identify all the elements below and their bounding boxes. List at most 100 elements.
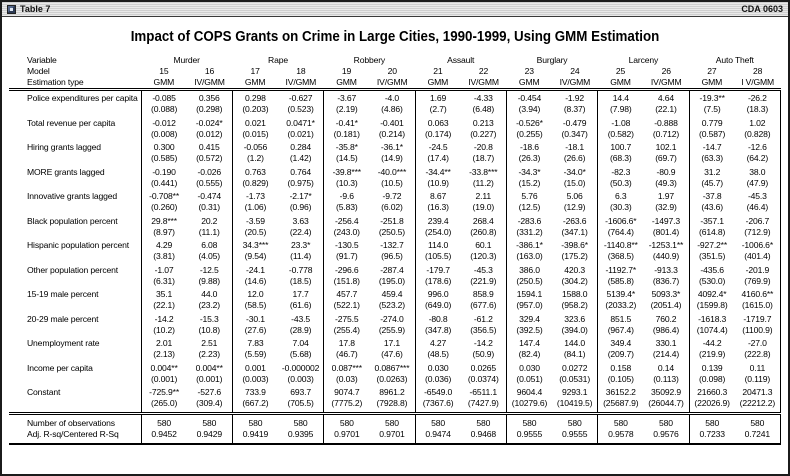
coefficient-cell: -263.6 — [562, 215, 587, 226]
coefficient-cell: -201.9 — [734, 264, 781, 276]
standard-error-cell: (0.829) — [231, 177, 279, 191]
coefficient-cell: 20.2 — [201, 215, 218, 226]
model-number: 23 — [524, 66, 534, 76]
coefficient-cell: 0.004** — [140, 362, 187, 374]
standard-error-cell: (91.7) — [323, 251, 370, 265]
coefficient-cell: -0.026 — [197, 166, 222, 177]
coefficient-cell: 9604.4 — [505, 387, 553, 398]
footer-row: Number of observations 580 580 580 580 580 580… — [9, 411, 781, 429]
coefficient-cell: -43.5 — [291, 313, 311, 324]
row-label: Other population percent — [27, 264, 118, 275]
coefficient-cell: -20.8 — [473, 142, 493, 152]
coefficient-cell: 2.51 — [201, 338, 218, 348]
coefficient-cell: 1.97 — [657, 191, 675, 201]
standard-error-cell: (0.003) — [287, 373, 314, 384]
standard-error-cell: (0.036) — [414, 373, 461, 387]
coefficient-cell: -24.5 — [414, 142, 461, 153]
standard-error-cell: (0.001) — [140, 373, 187, 387]
standard-error-cell: (8.97) — [140, 226, 187, 240]
standard-error-cell: (2.7) — [414, 104, 461, 118]
standard-error-cell: (254.0) — [414, 226, 461, 240]
coefficient-cell: -3.59 — [231, 215, 279, 227]
coefficient-cell: 0.779 — [688, 117, 735, 129]
standard-error-cell: (8.37) — [563, 104, 586, 114]
crime-group-header: Larceny — [628, 55, 659, 65]
standard-error-cell: (0.96) — [289, 202, 312, 212]
coefficient-cell: 851.5 — [597, 313, 644, 325]
standard-error-cell: (0.828) — [734, 128, 781, 142]
standard-error-cell: (69.7) — [655, 153, 677, 163]
standard-error-cell: (6.48) — [472, 104, 495, 114]
coefficient-cell: 100.7 — [597, 142, 644, 153]
document-body: Impact of COPS Grants on Crime in Large … — [2, 17, 788, 474]
estimation-type: GMM — [244, 77, 266, 87]
standard-error-cell: (0.113) — [653, 373, 679, 384]
coefficient-cell: 29.8*** — [140, 215, 187, 227]
standard-error-cell: (16.3) — [414, 202, 461, 216]
coefficient-cell: 102.1 — [655, 142, 677, 152]
coefficient-cell: -0.454 — [505, 88, 553, 104]
standard-error-cell: (0.001) — [196, 373, 223, 384]
coefficient-cell: -0.024* — [195, 117, 223, 128]
coefficient-cell: 5.06 — [566, 191, 583, 201]
standard-error-cell: (10279.6) — [505, 398, 553, 413]
standard-error-cell: (7427.9) — [467, 398, 499, 408]
footer-row-label: Number of observations — [9, 411, 141, 429]
model-number: 28 — [752, 66, 763, 76]
row-label: Innovative grants lagged — [27, 191, 118, 201]
row-label: Police expenditures per capita — [9, 88, 141, 118]
estimation-type: I V/GMM — [741, 77, 775, 87]
standard-error-cell: (0.203) — [231, 104, 279, 118]
coefficient-row: Unemployment rate 2.01 2.51 7.83 7.04 17.8 17.… — [9, 338, 781, 349]
standard-error-cell: (214.4) — [652, 349, 680, 359]
coefficient-cell: -1253.1** — [648, 240, 684, 250]
footer-value-cell: 0.7241 — [734, 428, 781, 445]
coefficient-cell: -0.627 — [278, 88, 324, 104]
coefficient-cell: -283.6 — [505, 215, 553, 227]
model-number: 19 — [341, 66, 352, 76]
crime-group-header: Rape — [268, 55, 288, 65]
standard-error-cell: (19.0) — [472, 202, 495, 212]
estimation-type: GMM — [518, 77, 540, 87]
estimation-header-label: Estimation type — [27, 77, 84, 87]
row-label: MORE grants lagged — [27, 166, 105, 177]
standard-error-cell: (0.021) — [287, 128, 314, 139]
standard-error-cell: (26.3) — [505, 153, 553, 167]
standard-error-row: (0.008) (0.012) (0.015) (0.021) (0.181) (0.21… — [9, 128, 781, 142]
row-label: Hiring grants lagged — [27, 142, 101, 152]
standard-error-cell: (0.012) — [196, 128, 223, 139]
crime-group-header: Assault — [447, 55, 475, 65]
standard-error-cell: (368.5) — [597, 251, 644, 265]
standard-error-cell: (705.5) — [287, 398, 314, 408]
coefficient-cell: -0.190 — [140, 166, 187, 178]
standard-error-cell: (0.347) — [561, 128, 588, 139]
coefficient-cell: 1594.1 — [505, 289, 553, 300]
coefficient-cell: -0.479 — [562, 117, 587, 128]
footer-value-cell: 0.7233 — [688, 428, 735, 445]
header-row-models: Model 15 16 17 18 19 20 21 22 23 24 25 26 27 28 — [9, 66, 781, 77]
standard-error-cell: (986.4) — [652, 324, 680, 335]
model-number: 17 — [250, 66, 260, 76]
footer-value-cell: 580 — [460, 411, 507, 429]
coefficient-cell: -1606.6* — [597, 215, 644, 227]
footer-value-cell: 580 — [414, 411, 461, 429]
footer-value-cell: 580 — [231, 411, 279, 429]
coefficient-row: Constant -725.9** -527.6 733.9 693.7 9074.7 89… — [9, 387, 781, 398]
coefficient-cell: 733.9 — [231, 387, 279, 398]
coefficient-cell: 144.0 — [564, 338, 586, 348]
coefficient-cell: -435.6 — [688, 264, 735, 276]
standard-error-cell: (120.3) — [470, 251, 497, 261]
coefficient-cell: 147.4 — [505, 338, 553, 349]
coefficient-cell: -2.17* — [289, 191, 312, 201]
model-number: 25 — [615, 66, 626, 76]
standard-error-cell: (219.9) — [688, 349, 735, 363]
crime-group-header: Murder — [173, 55, 200, 65]
coefficient-cell: 0.764 — [290, 166, 311, 177]
row-label: Black population percent — [27, 215, 118, 226]
standard-error-cell: (12.9) — [563, 202, 586, 212]
coefficient-cell: -179.7 — [414, 264, 461, 276]
coefficient-cell: -14.7 — [688, 142, 735, 153]
standard-error-cell: (677.6) — [470, 300, 497, 310]
footer-value-cell: 580 — [505, 411, 553, 429]
standard-error-cell: (712.9) — [734, 226, 781, 240]
